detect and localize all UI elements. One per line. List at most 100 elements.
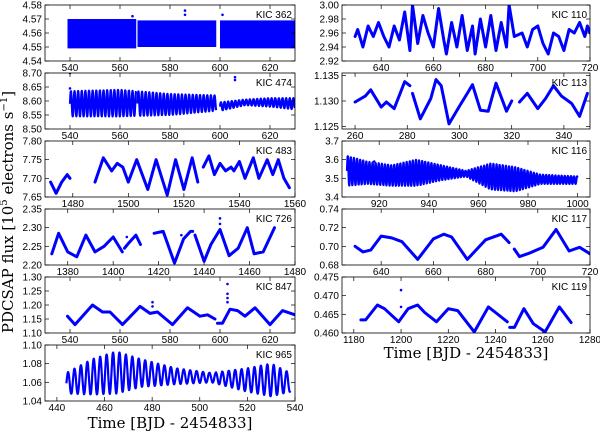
y-tick-label: 8.50 xyxy=(23,125,43,136)
y-tick-label: 1.10 xyxy=(23,341,43,352)
x-tick-label: 980 xyxy=(520,199,537,210)
y-tick-label: 4.58 xyxy=(23,1,43,12)
flux-curve xyxy=(218,97,295,112)
x-tick-label: 1400 xyxy=(102,267,125,278)
panel-label: KIC 113 xyxy=(552,78,588,89)
y-tick-label: 3.5 xyxy=(325,174,339,185)
x-tick-label: 1460 xyxy=(238,267,261,278)
panel-frame xyxy=(44,208,296,266)
x-tick-label: 580 xyxy=(162,131,179,142)
plot-area xyxy=(353,228,590,261)
y-tick-label: 8.70 xyxy=(23,69,43,80)
x-tick-label: 920 xyxy=(371,199,388,210)
panel-kic-483: 1480 1500 1520 1540 1560 7.65 7.70 7.75 7.80 KIC … xyxy=(23,137,307,211)
x-tick-label: 1480 xyxy=(62,199,85,210)
x-tick-label: 600 xyxy=(212,335,229,346)
panel-kic-117: 640 660 680 700 720 0.68 0.70 0.72 0.74 KIC 117 xyxy=(320,205,599,279)
x-tick-label: 620 xyxy=(262,63,279,74)
y-tick-label: 2.92 xyxy=(320,57,340,68)
outlier-point xyxy=(226,296,229,300)
outlier-point xyxy=(226,300,229,304)
y-tick-label: 0.72 xyxy=(320,223,340,234)
x-tick-label: 560 xyxy=(112,131,129,142)
outlier-point xyxy=(399,288,403,292)
y-tick-label: 0.470 xyxy=(314,291,339,302)
x-tick-label: 480 xyxy=(144,403,161,414)
flux-curve xyxy=(353,228,590,261)
x-tick-label: 1200 xyxy=(390,335,413,346)
x-tick-label: 520 xyxy=(239,403,256,414)
outlier-point xyxy=(399,305,403,309)
plot-area xyxy=(359,288,573,333)
flux-band xyxy=(220,20,295,49)
y-tick-label: 1.06 xyxy=(23,378,43,389)
outlier-point xyxy=(226,292,229,296)
y-axis-label: PDCSAP flux [105 electrons s−1] xyxy=(0,91,17,333)
flux-curve xyxy=(66,303,295,327)
x-tick-label: 1180 xyxy=(343,335,365,346)
x-tick-label: 600 xyxy=(212,63,229,74)
y-tick-label: 8.65 xyxy=(23,83,43,94)
x-tick-label: 440 xyxy=(49,403,66,414)
x-tick-label: 1520 xyxy=(173,199,196,210)
y-tick-label: 3.6 xyxy=(325,155,339,166)
y-tick-label: 2.20 xyxy=(23,261,43,272)
outlier-point xyxy=(151,300,154,304)
flux-curve xyxy=(353,78,589,126)
y-tick-label: 0.460 xyxy=(314,329,339,340)
panel-kic-726: 1380 1400 1420 1440 1460 1480 2.20 2.25 2.30 2.35… xyxy=(23,205,307,279)
panel-kic-110: 640 660 680 700 720 2.92 2.94 2.96 2.98 3.00 KIC 1… xyxy=(320,1,599,75)
x-tick-label: 560 xyxy=(112,63,129,74)
panel-kic-119: 1180 1200 1220 1240 1260 1280 0.460 0.465 0.470 0… xyxy=(314,273,600,347)
y-tick-label: 7.80 xyxy=(23,137,43,148)
y-tick-label: 2.96 xyxy=(320,29,340,40)
y-tick-label: 2.94 xyxy=(320,43,340,54)
x-tick-label: 1260 xyxy=(532,335,555,346)
outlier-point xyxy=(226,282,229,286)
y-tick-label: 1.130 xyxy=(314,97,339,108)
y-tick-label: 2.25 xyxy=(23,242,43,253)
y-tick-label: 1.135 xyxy=(314,71,339,82)
x-tick-label: 720 xyxy=(582,267,599,278)
panel-kic-965: 440 460 480 500 520 540 1.04 1.06 1.08 1.10 KIC 96… xyxy=(23,341,304,415)
plot-area xyxy=(66,282,295,327)
x-tick-label: 700 xyxy=(529,267,546,278)
x-tick-label: 620 xyxy=(262,335,279,346)
y-tick-label: 4.57 xyxy=(23,15,43,26)
x-tick-label: 460 xyxy=(96,403,113,414)
panel-kic-113: 260 280 300 320 340 1.125 1.130 1.135 KIC 113 xyxy=(314,71,591,142)
outlier-point xyxy=(218,217,222,220)
x-tick-label: 340 xyxy=(556,131,573,142)
flux-curve xyxy=(353,5,590,56)
x-tick-label: 940 xyxy=(420,199,437,210)
x-axis-label-left: Time [BJD - 2454833] xyxy=(88,414,253,432)
y-tick-label: 0.70 xyxy=(320,242,340,253)
x-tick-label: 540 xyxy=(62,131,79,142)
panel-label: KIC 119 xyxy=(552,282,588,293)
x-tick-label: 1480 xyxy=(284,267,307,278)
y-tick-label: 1.30 xyxy=(23,273,43,284)
outlier-point xyxy=(233,75,237,79)
y-tick-label: 0.74 xyxy=(320,205,340,216)
y-tick-label: 7.70 xyxy=(23,174,43,185)
x-tick-label: 1560 xyxy=(284,199,307,210)
panel-label: KIC 847 xyxy=(256,282,293,293)
x-tick-label: 580 xyxy=(162,63,179,74)
x-tick-label: 540 xyxy=(287,403,304,414)
x-tick-label: 1280 xyxy=(579,335,600,346)
y-tick-label: 1.10 xyxy=(23,329,43,340)
outlier-point xyxy=(151,305,154,308)
y-tick-label: 1.125 xyxy=(314,122,339,133)
x-tick-label: 1420 xyxy=(148,267,171,278)
panel-label: KIC 362 xyxy=(256,10,293,21)
outlier-point xyxy=(372,160,376,163)
flux-curve xyxy=(136,90,218,117)
flux-band xyxy=(67,19,137,49)
y-tick-label: 1.04 xyxy=(23,397,43,408)
panel-frame xyxy=(341,208,591,266)
panel-kic-474: 540 560 580 600 620 8.50 8.55 8.60 8.65 8.70 KIC 4… xyxy=(23,69,296,142)
outlier-point xyxy=(180,233,183,237)
y-tick-label: 1.20 xyxy=(23,301,43,312)
x-tick-label: 260 xyxy=(347,131,364,142)
panel-label: KIC 110 xyxy=(552,10,588,21)
